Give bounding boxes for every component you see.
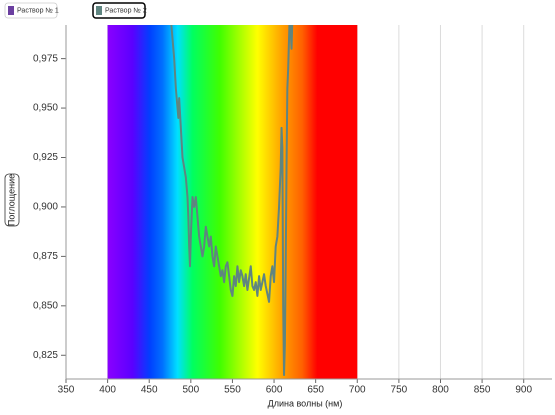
legend: Раствор № 1 Раствор № 2 — [4, 2, 147, 19]
legend-button[interactable] — [4, 2, 58, 19]
y-tick-label: 0,850 — [33, 300, 58, 311]
x-tick-label: 900 — [515, 385, 532, 396]
x-tick-label: 700 — [349, 385, 366, 396]
axes: 350 400 450 500 550 600 650 700 750 800 850 900 0,82… — [33, 25, 552, 396]
legend-swatch — [8, 6, 14, 15]
y-tick-label: 0,950 — [33, 103, 58, 114]
x-tick-label: 500 — [182, 385, 199, 396]
legend-button[interactable] — [92, 2, 146, 19]
x-tick-label: 450 — [141, 385, 158, 396]
legend-swatch — [96, 6, 102, 15]
x-tick-label: 850 — [474, 385, 491, 396]
legend-label: Раствор № 2 — [105, 7, 147, 14]
legend-item[interactable]: Раствор № 2 — [92, 2, 147, 19]
y-tick-label: 0,975 — [33, 53, 58, 64]
y-axis-title: Поглощение — [6, 174, 16, 226]
spectrum-band — [107, 25, 358, 379]
series-line — [170, 25, 294, 377]
x-tick-label: 800 — [432, 385, 449, 396]
x-tick-label: 550 — [224, 385, 241, 396]
y-tick-label: 0,925 — [33, 152, 58, 163]
x-tick-label: 600 — [266, 385, 283, 396]
y-axis-title-box — [4, 173, 20, 227]
x-tick-label: 650 — [307, 385, 324, 396]
x-tick-label: 400 — [99, 385, 116, 396]
legend-label: Раствор № 1 — [17, 7, 59, 14]
y-tick-label: 0,875 — [33, 251, 58, 262]
legend-item[interactable]: Раствор № 1 — [4, 2, 59, 19]
x-tick-label: 750 — [391, 385, 408, 396]
x-axis-title: Длина волны (нм) — [268, 398, 343, 408]
x-tick-label: 350 — [58, 385, 75, 396]
plot-area — [107, 25, 358, 379]
y-tick-label: 0,900 — [33, 202, 58, 213]
y-tick-label: 0,825 — [33, 350, 58, 361]
